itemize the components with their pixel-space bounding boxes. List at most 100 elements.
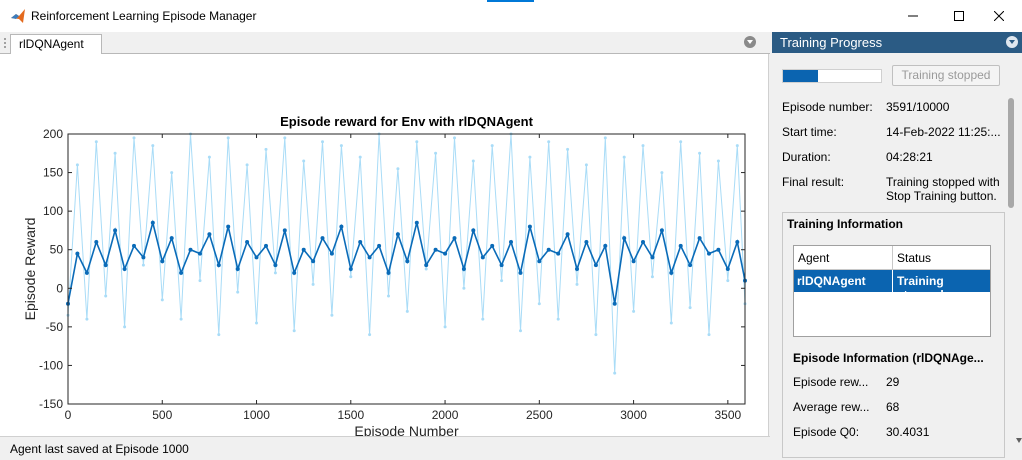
- average-reward-point: [113, 228, 118, 233]
- episode-reward-point: [707, 333, 711, 337]
- average-reward-point: [292, 270, 297, 275]
- average-reward-point: [198, 251, 202, 256]
- table-row[interactable]: rlDQNAgent Training stopped: [794, 270, 990, 302]
- average-reward-point: [245, 240, 250, 244]
- average-reward-point: [405, 259, 410, 264]
- average-reward-point: [725, 267, 730, 271]
- scroll-down-icon[interactable]: [1016, 432, 1022, 460]
- episode-number-value: 3591/10000: [886, 100, 950, 114]
- average-reward-point: [603, 243, 608, 248]
- episode-reward-point: [584, 163, 588, 167]
- agent-status-table: Agent Status rlDQNAgent Training stopped: [793, 245, 991, 337]
- panel-scrollbar[interactable]: [1008, 98, 1014, 208]
- maximize-button[interactable]: [936, 0, 982, 32]
- episode-reward-point: [622, 155, 626, 159]
- average-reward-point: [688, 263, 693, 268]
- panel-header: Training Progress: [772, 32, 1022, 53]
- average-reward-point: [339, 224, 344, 229]
- average-reward-point: [527, 224, 532, 229]
- average-reward-point: [150, 220, 155, 225]
- progress-fill: [783, 70, 819, 82]
- tab-menu-icon[interactable]: [744, 36, 756, 48]
- episode-reward-point: [660, 171, 664, 175]
- episode-reward-point: [650, 275, 654, 279]
- episode-reward-point: [500, 279, 504, 283]
- episode-reward-point: [434, 151, 438, 155]
- average-reward-point: [188, 247, 193, 252]
- episode-reward-point: [632, 309, 636, 313]
- average-reward-point: [348, 267, 353, 271]
- average-reward-point: [461, 267, 466, 271]
- episode-reward-point: [151, 144, 155, 148]
- y-tick-label: -100: [39, 358, 63, 372]
- episode-reward-point: [226, 136, 230, 140]
- episode-reward-value: 29: [886, 375, 900, 389]
- agent-column-header[interactable]: Agent: [798, 251, 830, 265]
- episode-reward-point: [283, 136, 287, 140]
- episode-reward-point: [217, 333, 221, 337]
- x-tick-label: 1000: [243, 408, 270, 422]
- average-reward-point: [141, 255, 146, 260]
- minimize-button[interactable]: [890, 0, 936, 32]
- y-tick-label: 50: [50, 243, 64, 257]
- y-tick-label: -150: [39, 397, 63, 411]
- episode-reward-point: [641, 144, 645, 148]
- x-tick-label: 500: [152, 408, 172, 422]
- episode-reward-point: [453, 136, 456, 140]
- episode-reward-point: [387, 294, 390, 298]
- tab-rldqnagent[interactable]: rlDQNAgent: [10, 34, 102, 54]
- minimize-icon: [908, 15, 918, 17]
- status-text: Agent last saved at Episode 1000: [10, 442, 189, 456]
- episode-reward-point: [179, 317, 183, 321]
- average-reward-point: [575, 267, 579, 271]
- episode-reward-point: [603, 136, 607, 140]
- x-axis-label: Episode Number: [354, 423, 459, 436]
- average-reward-label: Average rew...: [793, 400, 870, 414]
- average-reward-point: [471, 228, 476, 233]
- panel-title: Training Progress: [780, 35, 883, 50]
- average-reward-point: [480, 255, 485, 260]
- plot-background: [68, 134, 745, 404]
- episode-reward-point: [198, 279, 202, 283]
- tab-grip-icon: [4, 38, 6, 48]
- close-icon: [994, 11, 1004, 21]
- start-time-label: Start time:: [782, 125, 837, 139]
- episode-reward-point: [75, 163, 79, 167]
- episode-reward-point: [471, 159, 475, 163]
- y-tick-label: -50: [46, 320, 64, 334]
- average-reward-point: [612, 301, 617, 306]
- table-header: Agent Status: [794, 246, 990, 270]
- average-reward-point: [254, 255, 259, 260]
- episode-reward-point: [443, 325, 447, 329]
- average-reward-point: [169, 236, 174, 241]
- episode-reward-point: [141, 263, 145, 267]
- panel-menu-icon[interactable]: [1006, 36, 1018, 48]
- stop-training-button[interactable]: Training stopped: [892, 65, 1000, 86]
- average-reward-point: [424, 263, 429, 268]
- average-reward-point: [386, 270, 391, 275]
- agent-cell: rlDQNAgent: [797, 274, 866, 288]
- average-reward-point: [659, 228, 664, 233]
- episode-reward-point: [160, 298, 164, 302]
- episode-reward-point: [123, 325, 127, 329]
- episode-q0-value: 30.4031: [886, 425, 930, 439]
- status-column-header[interactable]: Status: [897, 251, 932, 265]
- y-tick-label: 100: [43, 204, 63, 218]
- episode-reward-point: [349, 275, 353, 279]
- episode-reward-point: [698, 151, 702, 155]
- average-reward-point: [367, 255, 372, 260]
- average-reward-point: [395, 232, 400, 237]
- close-button[interactable]: [976, 0, 1022, 32]
- training-progress-bar: [782, 69, 882, 83]
- training-progress-panel: Training Progress Training stopped Episo…: [772, 32, 1022, 460]
- episode-reward-point: [292, 329, 296, 333]
- average-reward-point: [631, 259, 636, 264]
- average-reward-point: [84, 270, 89, 275]
- average-reward-point: [75, 251, 80, 256]
- average-reward-point: [235, 267, 240, 271]
- episode-reward-point: [735, 144, 739, 148]
- y-tick-label: 150: [43, 166, 63, 180]
- training-information-box: Training Information Agent Status rlDQNA…: [782, 212, 1005, 458]
- episode-reward-point: [726, 279, 730, 283]
- duration-label: Duration:: [782, 150, 831, 164]
